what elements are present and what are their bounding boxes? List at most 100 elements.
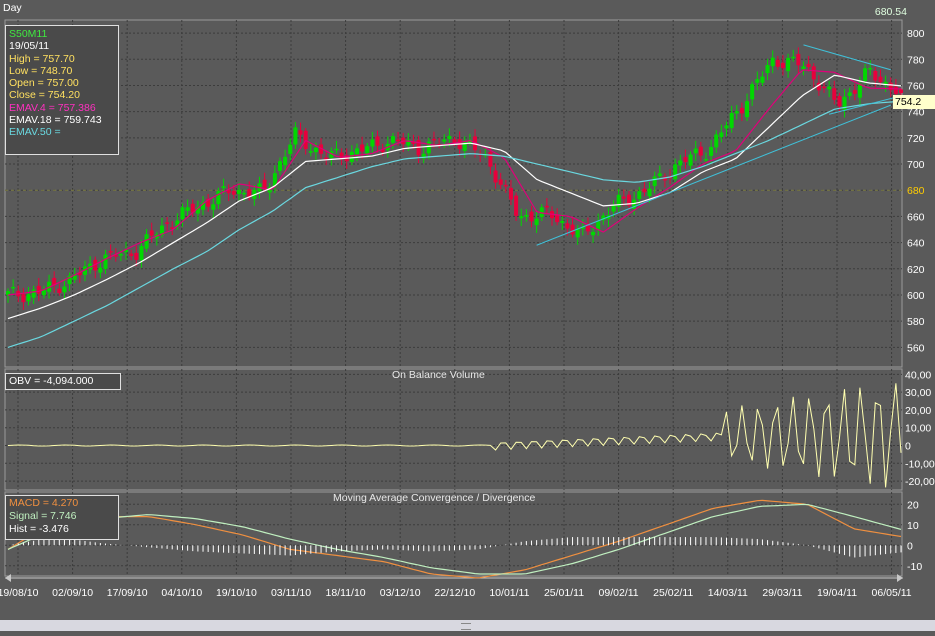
x-tick-label: 29/03/11 bbox=[762, 587, 802, 599]
candle-body bbox=[462, 141, 467, 151]
candle-body bbox=[596, 221, 601, 230]
candle-body bbox=[642, 188, 647, 193]
y-tick-label: -20,00 bbox=[905, 476, 935, 488]
candle-body bbox=[216, 190, 221, 205]
candle-body bbox=[298, 130, 303, 135]
candle-body bbox=[626, 194, 631, 206]
candle-body bbox=[165, 222, 170, 224]
candle-body bbox=[288, 144, 293, 154]
candle-body bbox=[724, 125, 729, 129]
candle-body bbox=[816, 82, 821, 91]
x-tick-label: 14/03/11 bbox=[708, 587, 748, 599]
candle-body bbox=[683, 157, 688, 163]
candle-body bbox=[57, 288, 62, 293]
candle-body bbox=[31, 289, 36, 298]
candle-body bbox=[380, 149, 385, 153]
macd-title: Moving Average Convergence / Divergence bbox=[333, 492, 536, 504]
macd-histogram bbox=[12, 537, 902, 558]
x-tick-label: 19/10/10 bbox=[216, 587, 257, 599]
candle-body bbox=[852, 90, 857, 94]
candle-body bbox=[77, 272, 82, 276]
candle-body bbox=[632, 199, 637, 209]
symbol-label: S50M11 bbox=[9, 28, 48, 40]
candle-body bbox=[272, 173, 277, 187]
candle-body bbox=[247, 189, 252, 198]
candle-body bbox=[396, 139, 401, 142]
y-tick-label: 700 bbox=[907, 159, 925, 171]
candle-body bbox=[231, 190, 236, 195]
candle-body bbox=[324, 157, 329, 160]
candle-body bbox=[52, 277, 57, 286]
candle-body bbox=[842, 96, 847, 110]
candle-body bbox=[529, 211, 534, 222]
x-tick-label: 25/01/11 bbox=[544, 587, 584, 599]
candle-body bbox=[354, 148, 359, 155]
y-tick-label: 20 bbox=[907, 499, 919, 511]
candle-body bbox=[791, 56, 796, 59]
y-tick-label: 560 bbox=[907, 342, 925, 354]
y-tick-label: -10,00 bbox=[905, 458, 935, 470]
top-value: 680.54 bbox=[874, 6, 907, 18]
y-tick-label: 640 bbox=[907, 238, 925, 250]
obv-panel-frame bbox=[4, 368, 903, 491]
candle-body bbox=[688, 154, 693, 166]
resize-grip-icon[interactable] bbox=[461, 623, 471, 630]
candle-body bbox=[555, 214, 560, 223]
candle-body bbox=[144, 234, 149, 249]
candle-body bbox=[719, 132, 724, 138]
candle-body bbox=[41, 290, 46, 296]
x-tick-label: 22/12/10 bbox=[434, 587, 475, 599]
candle-body bbox=[534, 218, 539, 226]
candle-body bbox=[211, 204, 216, 210]
candle-body bbox=[868, 68, 873, 70]
x-tick-label: 19/08/10 bbox=[0, 587, 39, 599]
candle-body bbox=[365, 146, 370, 155]
candle-body bbox=[503, 184, 508, 187]
y-tick-label: 0 bbox=[905, 441, 911, 453]
candle-body bbox=[544, 205, 549, 208]
candle-body bbox=[149, 230, 154, 236]
candle-body bbox=[313, 147, 318, 153]
candle-body bbox=[729, 113, 734, 128]
candle-body bbox=[67, 275, 72, 285]
y-tick-label: 10 bbox=[907, 520, 919, 532]
candle-body bbox=[185, 207, 190, 211]
candle-body bbox=[226, 190, 231, 194]
candle-body bbox=[621, 196, 626, 199]
price-panel-frame bbox=[4, 19, 903, 368]
candle-body bbox=[745, 101, 750, 118]
candle-body bbox=[21, 294, 26, 303]
x-tick-label: 18/11/10 bbox=[326, 587, 366, 599]
timeframe-label: Day bbox=[3, 2, 22, 14]
scroll-right-icon[interactable] bbox=[897, 574, 903, 582]
x-tick-label: 04/10/10 bbox=[161, 587, 202, 599]
candle-body bbox=[195, 207, 200, 214]
date-label: 19/05/11 bbox=[9, 40, 50, 53]
candle-body bbox=[431, 138, 436, 141]
candle-body bbox=[863, 68, 868, 81]
candle-body bbox=[883, 81, 888, 85]
price-info-box: S50M11 19/05/11 High = 757.70 Low = 748.… bbox=[5, 25, 119, 155]
y-tick-label: 660 bbox=[907, 211, 925, 223]
candle-body bbox=[62, 286, 67, 293]
scroll-left-icon[interactable] bbox=[5, 574, 11, 582]
candle-body bbox=[514, 195, 519, 216]
ema50-label: EMAV.50 = bbox=[9, 126, 61, 139]
candle-body bbox=[473, 136, 478, 151]
ema50-line bbox=[7, 100, 902, 348]
candle-body bbox=[206, 198, 211, 207]
y-tick-label: 740 bbox=[907, 107, 925, 119]
candle-body bbox=[180, 207, 185, 220]
y-tick-label: 600 bbox=[907, 290, 925, 302]
candle-body bbox=[103, 254, 108, 269]
candle-body bbox=[878, 76, 883, 83]
signal-label: Signal = 7.746 bbox=[9, 510, 77, 522]
candle-body bbox=[493, 170, 498, 183]
y-tick-label: 620 bbox=[907, 264, 925, 276]
support-trendline bbox=[536, 104, 891, 246]
candle-body bbox=[760, 76, 765, 83]
candle-body bbox=[611, 205, 616, 212]
candle-body bbox=[786, 58, 791, 72]
y-tick-label: 720 bbox=[907, 133, 925, 145]
